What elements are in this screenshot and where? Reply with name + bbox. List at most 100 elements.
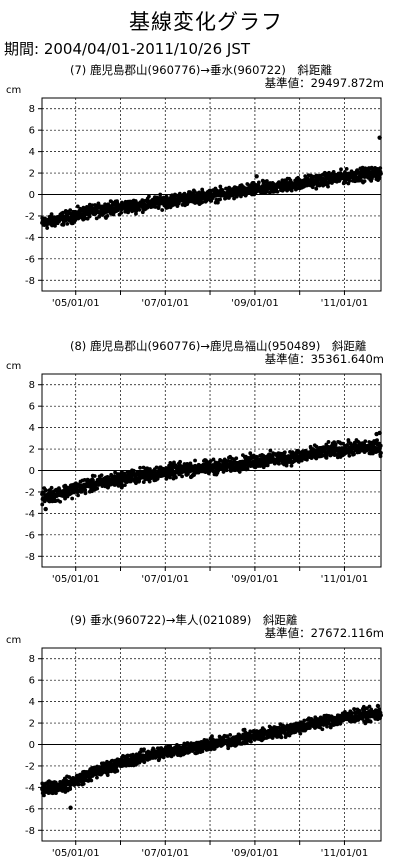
data-point bbox=[224, 468, 229, 473]
data-point bbox=[289, 188, 294, 193]
data-point bbox=[378, 454, 383, 459]
y-tick-label: -6 bbox=[25, 804, 35, 815]
data-point bbox=[119, 210, 124, 215]
y-tick-label: -6 bbox=[25, 254, 35, 265]
chart-heading: (9) 垂水(960722)→隼人(021089) 斜距離 bbox=[70, 613, 298, 627]
data-point bbox=[160, 208, 165, 212]
data-point bbox=[218, 184, 223, 189]
x-tick-label: '05/01/01 bbox=[52, 848, 100, 859]
data-point bbox=[256, 180, 261, 185]
data-point bbox=[357, 178, 361, 183]
data-point bbox=[137, 207, 142, 212]
y-tick-label: -6 bbox=[25, 530, 35, 541]
outlier-point bbox=[68, 805, 73, 810]
data-point bbox=[379, 451, 383, 455]
data-point bbox=[245, 467, 250, 472]
y-tick-label: 2 bbox=[29, 169, 35, 180]
y-tick-label: 0 bbox=[29, 466, 35, 477]
data-point bbox=[178, 459, 183, 464]
data-point bbox=[347, 453, 352, 458]
data-point bbox=[226, 746, 231, 751]
data-point bbox=[275, 189, 280, 194]
data-point bbox=[148, 467, 152, 471]
data-point bbox=[40, 502, 45, 507]
data-point bbox=[83, 488, 88, 493]
y-tick-label: -8 bbox=[25, 826, 35, 837]
baseline-chart-8: 8 6 4 2 0 -2 -4 -6 -8 '05/01/01 '07/01/01 '09/01/01… bbox=[25, 373, 383, 585]
data-point bbox=[155, 475, 160, 480]
data-point bbox=[49, 212, 54, 217]
y-tick-label: 6 bbox=[29, 676, 35, 687]
page-title: 基線変化グラフ bbox=[129, 10, 283, 34]
data-point bbox=[211, 457, 216, 462]
chart-reference-value: 基準値：29497.872m bbox=[264, 76, 384, 90]
x-tick-label: '09/01/01 bbox=[231, 574, 279, 585]
data-point bbox=[75, 204, 80, 209]
data-point bbox=[305, 457, 309, 462]
data-point bbox=[147, 479, 152, 484]
data-point bbox=[367, 704, 372, 709]
x-tick-label: '09/01/01 bbox=[231, 298, 279, 309]
data-point bbox=[344, 166, 349, 171]
data-point bbox=[267, 190, 272, 195]
data-point bbox=[97, 203, 101, 208]
data-point bbox=[99, 473, 104, 478]
y-tick-label: -8 bbox=[25, 276, 35, 287]
y-tick-label: 4 bbox=[29, 697, 35, 708]
data-point bbox=[81, 781, 86, 786]
data-point bbox=[375, 438, 379, 443]
x-tick-label: '07/01/01 bbox=[141, 848, 189, 859]
data-point bbox=[202, 462, 207, 467]
outlier-point bbox=[377, 430, 382, 436]
y-tick-label: 8 bbox=[29, 654, 35, 665]
data-point bbox=[377, 175, 382, 180]
data-point bbox=[331, 170, 336, 174]
y-tick-label: 6 bbox=[29, 402, 35, 413]
data-point bbox=[141, 480, 146, 484]
data-point bbox=[248, 451, 253, 456]
y-tick-label: -2 bbox=[25, 761, 35, 772]
data-point bbox=[131, 468, 136, 473]
data-point bbox=[165, 205, 170, 210]
data-point bbox=[79, 208, 84, 213]
data-point bbox=[377, 707, 382, 712]
data-point bbox=[68, 208, 73, 213]
data-point bbox=[352, 707, 357, 712]
y-tick-label: 0 bbox=[29, 190, 35, 201]
data-point bbox=[76, 782, 81, 787]
data-point bbox=[157, 756, 162, 761]
y-tick-label: 8 bbox=[29, 380, 35, 391]
data-point bbox=[302, 718, 307, 723]
x-tick-label: '05/01/01 bbox=[52, 298, 100, 309]
data-point bbox=[256, 183, 261, 188]
y-tick-label: 2 bbox=[29, 719, 35, 730]
data-point bbox=[193, 458, 197, 463]
data-point bbox=[180, 474, 184, 479]
data-point bbox=[65, 221, 70, 226]
data-point bbox=[147, 194, 151, 199]
data-point bbox=[123, 483, 127, 488]
data-point bbox=[83, 491, 88, 496]
data-point bbox=[186, 472, 190, 476]
data-point bbox=[142, 760, 147, 765]
data-point bbox=[45, 226, 50, 230]
x-tick-label: '07/01/01 bbox=[141, 574, 189, 585]
data-point bbox=[68, 787, 73, 791]
data-point bbox=[89, 778, 94, 783]
data-point bbox=[347, 178, 352, 183]
data-point bbox=[289, 463, 294, 468]
data-point bbox=[174, 475, 178, 480]
data-point bbox=[215, 200, 220, 205]
data-point bbox=[326, 184, 330, 189]
data-point bbox=[76, 493, 80, 498]
data-points bbox=[40, 135, 383, 230]
data-points bbox=[40, 703, 383, 810]
y-tick-label: 8 bbox=[29, 104, 35, 115]
outlier-point bbox=[375, 703, 381, 709]
data-point bbox=[105, 759, 109, 764]
data-point bbox=[378, 443, 383, 448]
data-point bbox=[142, 747, 146, 752]
data-point bbox=[298, 731, 303, 736]
data-point bbox=[255, 456, 260, 460]
y-tick-label: 6 bbox=[29, 126, 35, 137]
